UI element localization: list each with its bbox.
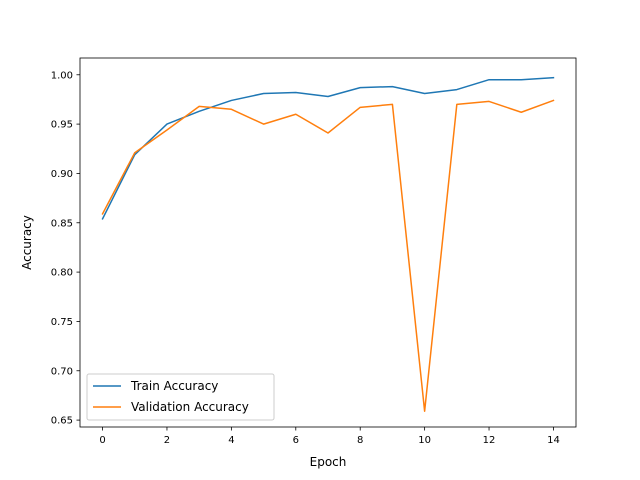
x-tick-label: 6 (293, 435, 299, 446)
legend-entry-train: Train Accuracy (130, 379, 218, 393)
y-tick-label: 0.90 (51, 169, 73, 180)
x-tick-label: 14 (547, 435, 560, 446)
legend: Train Accuracy Validation Accuracy (86, 373, 275, 421)
x-tick-label: 8 (357, 435, 363, 446)
y-tick-label: 0.95 (51, 120, 73, 131)
y-tick-label: 0.85 (51, 218, 73, 229)
y-tick-label: 0.65 (51, 416, 73, 427)
x-tick-label: 2 (164, 435, 170, 446)
legend-entry-validation: Validation Accuracy (131, 400, 249, 414)
legend-box (86, 373, 275, 421)
plot-frame (79, 57, 577, 428)
series-line-validation (101, 99, 555, 412)
x-axis-ticks: 0 2 4 6 8 10 12 14 (99, 427, 560, 446)
x-tick-label: 12 (483, 435, 496, 446)
x-tick-label: 0 (99, 435, 105, 446)
x-axis-label: Epoch (310, 455, 347, 469)
y-tick-label: 0.70 (51, 366, 73, 377)
series-line-train (101, 76, 555, 220)
x-tick-label: 4 (228, 435, 234, 446)
x-tick-label: 10 (418, 435, 431, 446)
y-axis-label: Accuracy (20, 215, 34, 270)
plot-lines (101, 76, 555, 412)
y-tick-label: 0.80 (51, 268, 73, 279)
y-tick-label: 0.75 (51, 317, 73, 328)
y-axis-ticks: 0.65 0.70 0.75 0.80 0.85 0.90 0.95 1.00 (51, 70, 80, 427)
y-tick-label: 1.00 (51, 70, 73, 81)
